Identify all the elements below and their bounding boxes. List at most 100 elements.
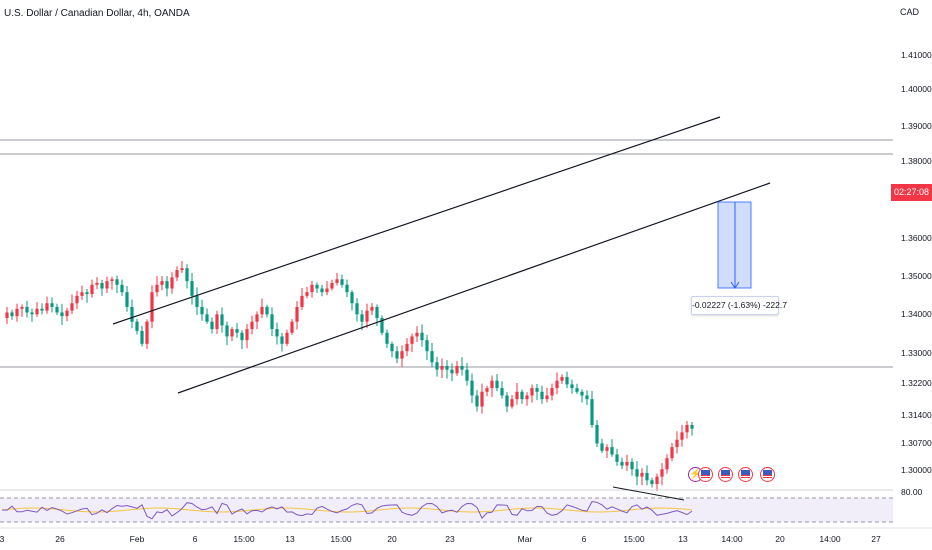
candle-body — [30, 312, 33, 314]
candle-body — [325, 288, 328, 292]
time-tick-label: Mar — [518, 534, 533, 544]
price-tick-label: 1.41000 — [901, 50, 932, 60]
time-tick-label: 27 — [871, 534, 881, 544]
candle-body — [335, 279, 338, 283]
candle-body — [500, 388, 503, 395]
candle-body — [265, 307, 268, 314]
price-tick-label: 1.39000 — [901, 121, 932, 131]
candle-body — [295, 307, 298, 322]
candle-body — [515, 392, 518, 399]
price-tick-label: 1.35000 — [901, 271, 932, 281]
candle-body — [35, 309, 38, 315]
candle-body — [540, 392, 543, 399]
candle-body — [525, 395, 528, 399]
candle-body — [600, 443, 603, 450]
candle-body — [580, 392, 583, 396]
candle-body — [20, 307, 23, 309]
candle-body — [105, 281, 108, 288]
candle-body — [530, 388, 533, 395]
candle-body — [375, 307, 378, 318]
candle-body — [75, 296, 78, 303]
candle-body — [195, 296, 198, 307]
candle-body — [350, 292, 353, 303]
candle-body — [520, 392, 523, 399]
time-tick-label: 26 — [55, 534, 65, 544]
candle-body — [205, 314, 208, 321]
candle-body — [415, 333, 418, 337]
candle-body — [190, 281, 193, 296]
time-tick-label: 13 — [285, 534, 295, 544]
candle-body — [55, 307, 58, 313]
candle-body — [675, 440, 678, 447]
time-tick-label: 3 — [0, 534, 5, 544]
candle-body — [130, 307, 133, 322]
candle-body — [625, 462, 628, 466]
candle-body — [175, 270, 178, 277]
candle-body — [165, 281, 168, 288]
candle-body — [345, 285, 348, 292]
price-tick-label: 1.30700 — [901, 438, 932, 448]
price-range-measure — [718, 202, 751, 288]
candle-body — [420, 333, 423, 340]
candle-body — [430, 351, 433, 362]
candle-body — [450, 370, 453, 374]
candle-body — [280, 336, 283, 343]
candle-body — [120, 285, 123, 292]
time-tick-label: 20 — [775, 534, 785, 544]
price-tick-label: 1.38000 — [901, 156, 932, 166]
candle-body — [125, 292, 128, 307]
candle-body — [45, 303, 48, 310]
candle-body — [570, 384, 573, 388]
candle-body — [100, 283, 103, 289]
candle-body — [585, 395, 588, 399]
candle-body — [560, 377, 563, 381]
candle-body — [25, 307, 28, 313]
candle-body — [10, 312, 13, 316]
candle-body — [160, 281, 163, 285]
candle-body — [505, 395, 508, 406]
us-flag-icon[interactable] — [760, 467, 775, 482]
candle-body — [70, 303, 73, 310]
candle-body — [115, 279, 118, 285]
candle-body — [645, 473, 648, 480]
candle-body — [245, 329, 248, 340]
candle-body — [550, 388, 553, 395]
candle-body — [665, 458, 668, 469]
candle-body — [650, 480, 653, 484]
candle-body — [150, 292, 153, 322]
candle-body — [615, 454, 618, 461]
time-tick-label: 15:00 — [623, 534, 645, 544]
us-flag-icon[interactable] — [698, 467, 713, 482]
candle-body — [680, 432, 683, 439]
candle-body — [155, 285, 158, 292]
candle-body — [315, 285, 318, 289]
candle-body — [145, 322, 148, 344]
candle-body — [255, 314, 258, 321]
candle-body — [85, 292, 88, 294]
candle-body — [400, 351, 403, 358]
candle-body — [610, 447, 613, 454]
us-flag-icon[interactable] — [718, 467, 733, 482]
candle-body — [290, 322, 293, 333]
candle-body — [140, 331, 143, 344]
candle-body — [110, 279, 113, 281]
time-tick-label: 23 — [445, 534, 455, 544]
candle-body — [510, 399, 513, 406]
candle-body — [65, 311, 68, 317]
price-tick-label: 1.33000 — [901, 348, 932, 358]
price-tick-label: 1.32200 — [901, 378, 932, 388]
candle-body — [440, 366, 443, 370]
candle-body — [90, 285, 93, 294]
candle-body — [355, 303, 358, 314]
candle-body — [360, 314, 363, 321]
candle-body — [230, 329, 233, 336]
candle-body — [390, 344, 393, 351]
candle-body — [15, 309, 18, 316]
candle-body — [555, 381, 558, 388]
rsi-level-label: 80.00 — [901, 487, 923, 497]
us-flag-icon[interactable] — [738, 467, 753, 482]
candle-body — [340, 279, 343, 285]
time-tick-label: 14:00 — [819, 534, 841, 544]
candle-body — [180, 268, 183, 270]
